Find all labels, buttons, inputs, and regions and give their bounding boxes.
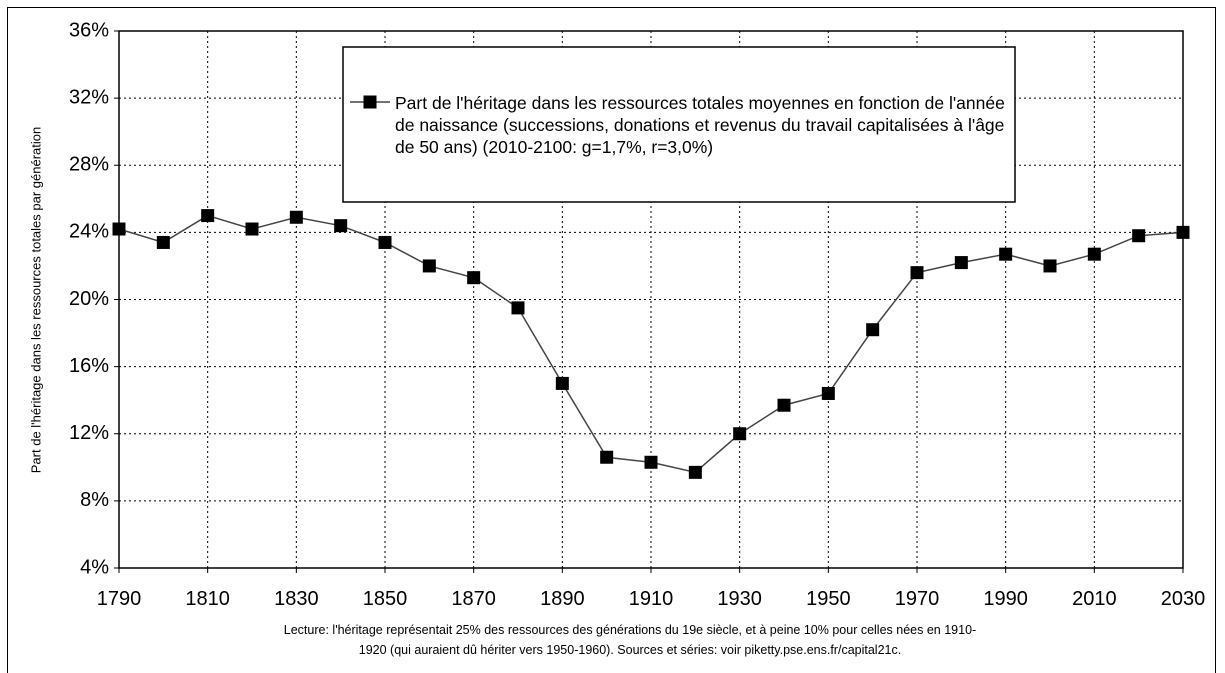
y-tick-label: 24% <box>69 221 109 243</box>
marker <box>1043 259 1057 273</box>
y-tick-label: 12% <box>69 422 109 444</box>
marker <box>866 323 880 337</box>
marker <box>1087 247 1101 261</box>
marker <box>378 235 392 249</box>
marker <box>156 235 170 249</box>
y-tick-label: 4% <box>80 556 109 578</box>
y-tick-label: 28% <box>69 154 109 176</box>
marker <box>245 222 259 236</box>
legend-box <box>342 46 1016 203</box>
x-tick-label: 2010 <box>1072 588 1117 610</box>
x-tick-label: 1930 <box>717 588 762 610</box>
y-tick-label: 16% <box>69 355 109 377</box>
legend-marker <box>363 95 377 109</box>
caption: Lecture: l'héritage représentait 25% des… <box>150 620 1110 660</box>
x-tick-label: 1990 <box>983 588 1028 610</box>
plot-border <box>118 30 1184 569</box>
x-tick-label: 1950 <box>806 588 851 610</box>
y-tick-label: 32% <box>69 86 109 108</box>
x-tick-label: 1910 <box>629 588 674 610</box>
frame <box>7 7 1216 673</box>
x-tick-label: 1870 <box>451 588 496 610</box>
marker <box>999 247 1013 261</box>
marker <box>112 222 126 236</box>
marker <box>644 455 658 469</box>
caption-line: Lecture: l'héritage représentait 25% des… <box>283 623 977 637</box>
marker <box>201 209 215 223</box>
marker <box>688 465 702 479</box>
y-tick-label: 8% <box>80 489 109 511</box>
marker <box>467 271 481 285</box>
marker <box>511 301 525 315</box>
x-tick-label: 1830 <box>274 588 319 610</box>
x-tick-label: 1790 <box>97 588 142 610</box>
y-axis-label: Part de l'héritage dans les ressources t… <box>28 127 43 473</box>
x-tick-label: 1810 <box>185 588 230 610</box>
marker <box>289 210 303 224</box>
marker <box>733 427 747 441</box>
x-tick-label: 1890 <box>540 588 585 610</box>
y-tick-label: 20% <box>69 288 109 310</box>
marker <box>821 386 835 400</box>
marker <box>1132 229 1146 243</box>
marker <box>910 266 924 280</box>
marker <box>954 256 968 270</box>
x-tick-label: 1850 <box>363 588 408 610</box>
marker <box>334 219 348 233</box>
x-tick-label: 2030 <box>1161 588 1206 610</box>
x-tick-label: 1970 <box>895 588 940 610</box>
legend-label: Part de l'héritage dans les ressources t… <box>395 93 1005 157</box>
marker <box>1176 225 1190 239</box>
caption-line: 1920 (qui auraient dû hériter vers 1950-… <box>358 643 902 657</box>
marker <box>555 376 569 390</box>
marker <box>777 398 791 412</box>
marker <box>422 259 436 273</box>
y-tick-label: 36% <box>69 19 109 41</box>
marker <box>600 450 614 464</box>
